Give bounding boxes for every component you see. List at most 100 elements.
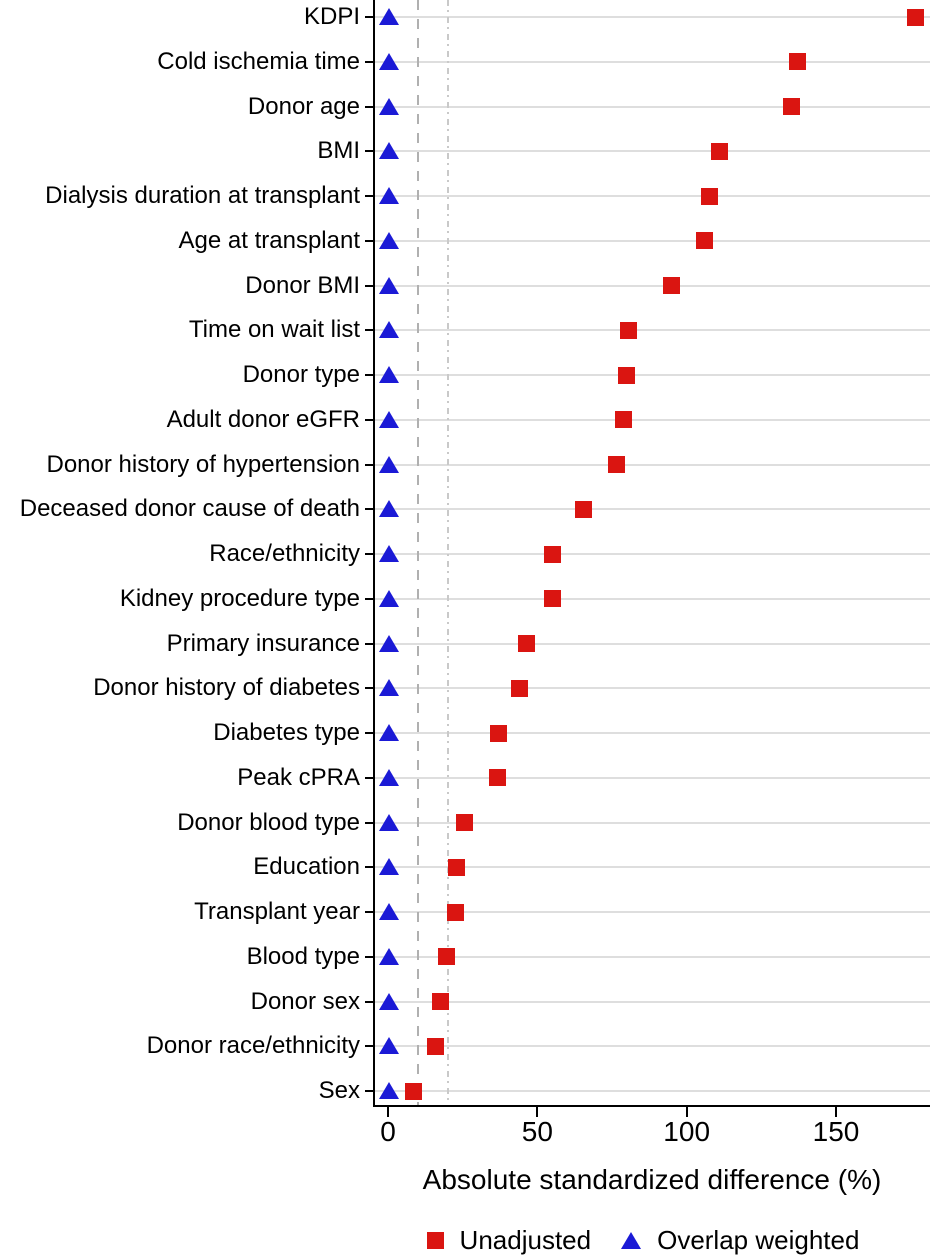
y-axis-tick	[365, 821, 374, 824]
x-axis-tick-label: 100	[663, 1116, 711, 1147]
y-axis-tick	[365, 642, 374, 645]
y-axis-tick	[365, 1090, 374, 1092]
marker-overlap-weighted	[379, 187, 400, 204]
y-axis-tick	[365, 553, 374, 555]
marker-unadjusted	[448, 858, 466, 876]
y-axis-label: Adult donor eGFR	[166, 405, 360, 433]
y-axis-tick	[365, 239, 374, 242]
y-axis-tick	[365, 1000, 374, 1003]
row-gridline	[375, 911, 930, 913]
marker-unadjusted	[488, 769, 506, 787]
y-axis-tick	[365, 105, 374, 108]
row-gridline	[375, 866, 930, 869]
marker-unadjusted	[437, 948, 455, 966]
row-gridline	[375, 374, 930, 376]
y-axis-label: Kidney procedure type	[119, 584, 360, 612]
y-axis-tick	[365, 911, 374, 913]
marker-overlap-weighted	[379, 455, 400, 473]
marker-unadjusted	[663, 277, 681, 294]
y-axis-line	[373, 0, 375, 1107]
y-axis-label: Sex	[318, 1077, 360, 1104]
marker-overlap-weighted	[379, 768, 400, 786]
marker-unadjusted	[575, 500, 593, 518]
legend-overlap-label: Overlap weighted	[657, 1225, 860, 1255]
x-axis-tick-label: 150	[812, 1116, 860, 1147]
y-axis-tick	[365, 687, 374, 690]
y-axis-tick	[365, 508, 374, 511]
y-axis-label: Deceased donor cause of death	[19, 495, 360, 523]
row-gridline	[375, 508, 930, 511]
marker-overlap-weighted	[379, 1082, 400, 1099]
y-axis-label: Age at transplant	[178, 226, 360, 254]
marker-overlap-weighted	[379, 52, 400, 70]
y-axis-tick	[365, 16, 374, 18]
y-axis-label: KDPI	[303, 3, 360, 30]
marker-unadjusted	[510, 679, 528, 697]
x-axis-tick	[387, 1107, 389, 1117]
row-gridline	[375, 239, 930, 242]
marker-unadjusted	[404, 1082, 422, 1100]
marker-unadjusted	[431, 993, 449, 1010]
reference-line-20	[446, 0, 449, 1105]
marker-overlap-weighted	[379, 8, 400, 25]
y-axis-label: Donor age	[247, 92, 360, 120]
marker-unadjusted	[446, 903, 464, 921]
row-gridline	[375, 16, 930, 18]
y-axis-tick	[365, 195, 374, 197]
marker-overlap-weighted	[379, 858, 400, 876]
y-axis-tick	[365, 866, 374, 869]
row-gridline	[375, 60, 930, 63]
marker-unadjusted	[543, 590, 561, 608]
marker-overlap-weighted	[379, 634, 400, 652]
marker-overlap-weighted	[379, 947, 400, 965]
marker-overlap-weighted	[379, 724, 400, 741]
marker-unadjusted	[782, 98, 800, 115]
marker-overlap-weighted	[379, 1037, 400, 1055]
x-axis-tick	[835, 1107, 837, 1117]
marker-unadjusted	[618, 366, 636, 384]
y-axis-tick	[365, 463, 374, 466]
row-gridline	[375, 463, 930, 466]
marker-unadjusted	[906, 8, 924, 26]
marker-unadjusted	[619, 321, 637, 339]
row-gridline	[375, 955, 930, 958]
marker-unadjusted	[788, 53, 806, 71]
y-axis-label: BMI	[317, 137, 360, 165]
y-axis-label: Diabetes type	[213, 719, 360, 746]
y-axis-label: Time on wait list	[188, 316, 360, 344]
y-axis-label: Transplant year	[194, 898, 360, 925]
row-gridline	[375, 1090, 930, 1092]
y-axis-tick	[365, 329, 374, 332]
y-axis-label: Donor sex	[250, 987, 360, 1015]
y-axis-tick	[365, 150, 374, 153]
marker-overlap-weighted	[379, 545, 400, 562]
row-gridline	[375, 105, 930, 108]
marker-unadjusted	[543, 545, 561, 563]
reference-line-10	[416, 0, 419, 1105]
x-axis-line	[373, 1105, 930, 1107]
marker-overlap-weighted	[379, 589, 400, 607]
y-axis-tick	[365, 955, 374, 958]
marker-overlap-weighted	[379, 366, 400, 383]
y-axis-label: Blood type	[246, 942, 360, 970]
x-axis-tick-label: 50	[521, 1116, 553, 1147]
legend-unadjusted-label: Unadjusted	[459, 1225, 592, 1255]
marker-overlap-weighted	[379, 679, 400, 697]
marker-overlap-weighted	[379, 321, 400, 339]
marker-overlap-weighted	[379, 231, 400, 249]
x-axis-tick-label: 0	[380, 1116, 396, 1147]
y-axis-label: Donor history of diabetes	[93, 674, 360, 702]
legend-unadjusted-square-icon	[426, 1231, 444, 1249]
marker-overlap-weighted	[379, 276, 400, 294]
y-axis-label: Donor BMI	[245, 271, 360, 299]
y-axis-label: Cold ischemia time	[157, 47, 360, 75]
marker-unadjusted	[455, 814, 473, 831]
marker-overlap-weighted	[379, 903, 400, 920]
y-axis-tick	[365, 60, 374, 63]
marker-overlap-weighted	[379, 410, 400, 428]
y-axis-tick	[365, 1045, 374, 1048]
y-axis-tick	[365, 597, 374, 600]
row-gridline	[375, 821, 930, 824]
row-gridline	[375, 195, 930, 197]
y-axis-label: Primary insurance	[166, 629, 360, 657]
